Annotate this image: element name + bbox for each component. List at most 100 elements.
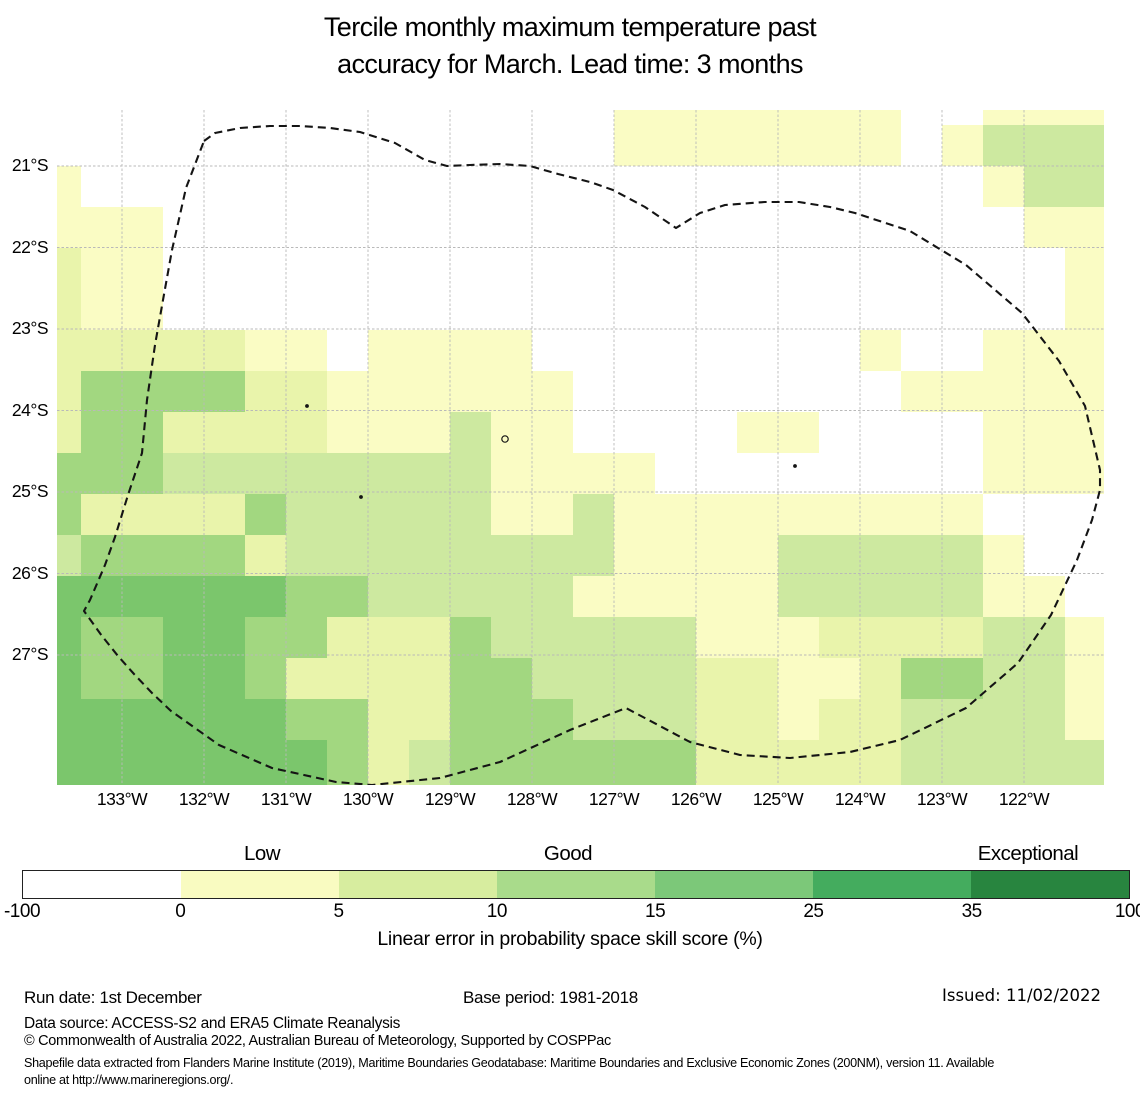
map-cell (1065, 125, 1104, 166)
map-cell (163, 412, 204, 453)
map-cell (57, 740, 81, 785)
colorbar-segment (23, 871, 181, 898)
map-cell (491, 494, 532, 535)
lat-tick-label: 22°S (11, 236, 49, 257)
map-cell (655, 658, 696, 699)
map-cell (409, 535, 450, 576)
map-cell (696, 494, 737, 535)
map-cell (983, 371, 1024, 412)
map-cell (245, 330, 286, 371)
map-cell (1024, 110, 1065, 125)
map-cell (819, 576, 860, 617)
map-cell (57, 535, 81, 576)
map-cell (983, 576, 1024, 617)
issued-date-text: Issued: 11/02/2022 (942, 986, 1102, 1005)
map-cell (327, 412, 368, 453)
map-cell (450, 658, 491, 699)
map-cell (614, 535, 655, 576)
map-cell (614, 699, 655, 740)
map-cell (737, 412, 778, 453)
island-mark (305, 404, 309, 408)
map-cell (1065, 740, 1104, 785)
map-cell (1065, 658, 1104, 699)
map-cell (327, 371, 368, 412)
lon-tick-label: 133°W (96, 789, 148, 809)
map-cell (286, 412, 327, 453)
map-cell (327, 699, 368, 740)
graticule-gridlines (57, 110, 1104, 785)
map-cell (57, 289, 81, 330)
map-cell (737, 110, 778, 125)
map-cell (368, 371, 409, 412)
map-cell (57, 248, 81, 289)
map-cell (409, 453, 450, 494)
map-cell (655, 110, 696, 125)
map-cell (614, 740, 655, 785)
map-cell (163, 658, 204, 699)
map-cell (57, 412, 81, 453)
map-overlay (57, 110, 1104, 785)
map-cell (409, 658, 450, 699)
lon-tick-label: 132°W (178, 789, 230, 809)
map-cell (245, 453, 286, 494)
map-cell (901, 535, 942, 576)
map-cell (81, 330, 122, 371)
run-date-text: Run date: 1st December (24, 988, 202, 1007)
map-cell (204, 576, 245, 617)
map-cell (204, 617, 245, 658)
map-cell (532, 658, 573, 699)
map-cell (573, 453, 614, 494)
map-cell (573, 658, 614, 699)
map-cell (573, 699, 614, 740)
map-cell (778, 740, 819, 785)
map-cell (81, 248, 122, 289)
map-cell (368, 535, 409, 576)
map-cell (655, 576, 696, 617)
colorbar-region-label: Good (543, 842, 593, 865)
map-cell (286, 576, 327, 617)
colorbar-segment (181, 871, 339, 898)
map-cell (819, 699, 860, 740)
map-cell (57, 207, 81, 248)
map-cell (737, 699, 778, 740)
map-cell (163, 494, 204, 535)
map-cell (81, 453, 122, 494)
map-cell (942, 576, 983, 617)
map-cell (368, 453, 409, 494)
map-cell (778, 125, 819, 166)
colorbar-tick-label: 35 (961, 901, 983, 922)
map-cell (450, 371, 491, 412)
map-cell (204, 330, 245, 371)
map-cell (942, 535, 983, 576)
map-cell (1024, 330, 1065, 371)
map-cell (983, 617, 1024, 658)
map-cell (532, 699, 573, 740)
colorbar-tick-label: 100 (1114, 901, 1140, 922)
lon-tick-label: 129°W (424, 789, 476, 809)
map-cell (327, 453, 368, 494)
shapefile-note-line1: Shapefile data extracted from Flanders M… (24, 1056, 995, 1070)
map-cell (983, 535, 1024, 576)
colorbar-tick-label: 25 (803, 901, 824, 922)
map-cell (983, 412, 1024, 453)
map-cell (942, 699, 983, 740)
map-cell (819, 110, 860, 125)
colorbar-segment (497, 871, 655, 898)
map-cell (491, 535, 532, 576)
island-mark (793, 464, 797, 468)
map-cell (286, 699, 327, 740)
map-cell (1065, 330, 1104, 371)
map-cell (409, 740, 450, 785)
map-cell (57, 699, 81, 740)
map-cell (204, 412, 245, 453)
map-cell (1024, 453, 1065, 494)
map-cell (286, 453, 327, 494)
lat-tick-label: 26°S (11, 562, 49, 583)
map-cell (122, 658, 163, 699)
map-cell (409, 330, 450, 371)
colorbar-segment (971, 871, 1129, 898)
map-cell (327, 576, 368, 617)
map-cell (1024, 576, 1065, 617)
map-cell (942, 658, 983, 699)
